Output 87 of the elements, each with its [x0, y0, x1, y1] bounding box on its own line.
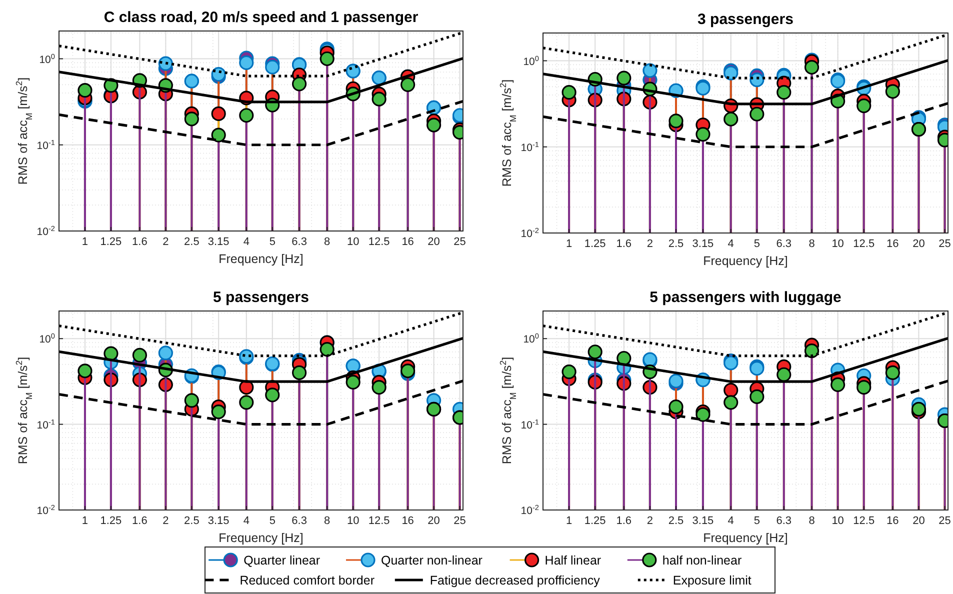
x-tick-label: 4	[243, 236, 250, 248]
x-tick-label: 12.5	[853, 515, 875, 527]
legend-label: Quarter non-linear	[381, 554, 482, 568]
x-tick-label: 5	[269, 236, 276, 248]
x-tick-label: 10	[832, 238, 844, 250]
x-tick-label: 2.5	[668, 238, 684, 250]
x-tick-label: 6.3	[292, 515, 307, 527]
x-tick-label: 2.5	[668, 515, 684, 527]
x-tick-label: 20	[428, 515, 440, 527]
x-axis-title: Frequency [Hz]	[703, 531, 788, 545]
x-tick-label: 1.6	[132, 515, 148, 527]
y-tick-label: 10$^{-2}$	[520, 226, 539, 240]
legend-label: Fatigue decreased profficiency	[430, 574, 601, 588]
x-tick-label: 10	[832, 515, 844, 527]
y-tick-label: 10$^{0}$	[39, 51, 55, 66]
x-tick-label: 6.3	[776, 515, 792, 527]
x-tick-label: 5	[754, 515, 760, 527]
x-tick-label: 4	[243, 515, 250, 527]
x-tick-label: 2.5	[184, 236, 200, 248]
x-tick-label: 2	[646, 515, 654, 527]
x-tick-label: 8	[808, 238, 815, 250]
x-tick-label: 10	[346, 515, 360, 527]
x-tick-label: 3.15	[692, 515, 714, 527]
x-tick-label: 1.25	[584, 238, 606, 250]
x-tick-label: 8	[808, 515, 815, 527]
x-tick-label: 10	[346, 236, 360, 248]
x-tick-label: 12.5	[368, 236, 390, 248]
x-tick-label: 1	[82, 515, 88, 527]
x-tick-label: 6.3	[776, 238, 792, 250]
x-tick-label: 5	[269, 515, 276, 527]
x-tick-label: 8	[324, 236, 330, 248]
x-tick-label: 8	[324, 515, 330, 527]
chart-title: 3 passengers	[698, 11, 794, 28]
x-tick-label: 25	[938, 515, 951, 527]
x-axis-title: Frequency [Hz]	[703, 254, 788, 268]
x-tick-label: 1.6	[616, 515, 632, 527]
x-tick-label: 12.5	[368, 515, 390, 527]
y-tick-label: 10$^{-2}$	[36, 224, 55, 238]
x-tick-label: 1.25	[100, 515, 122, 527]
x-tick-label: 1	[566, 238, 572, 250]
x-tick-label: 20	[912, 515, 925, 527]
x-tick-label: 16	[402, 515, 414, 527]
x-tick-label: 2	[646, 238, 654, 250]
x-axis-title: Frequency [Hz]	[218, 252, 304, 266]
chart-title: 5 passengers with luggage	[650, 289, 842, 306]
x-tick-label: 2.5	[184, 515, 200, 527]
x-tick-label: 4	[728, 515, 734, 527]
x-tick-label: 1.25	[584, 515, 606, 527]
legend-label: Exposure limit	[672, 574, 752, 588]
y-tick-label: 10$^{-2}$	[520, 502, 539, 517]
y-tick-label: 10$^{-1}$	[36, 137, 55, 152]
x-tick-label: 1.6	[132, 236, 148, 248]
x-tick-label: 25	[454, 515, 466, 527]
legend-label: Half linear	[544, 554, 602, 568]
y-tick-label: 10$^{0}$	[39, 331, 55, 346]
x-axis-title: Frequency [Hz]	[218, 531, 304, 545]
x-tick-label: 5	[754, 238, 760, 250]
x-tick-label: 20	[912, 238, 925, 250]
x-tick-label: 25	[454, 236, 466, 248]
x-tick-label: 12.5	[853, 238, 875, 250]
x-tick-label: 4	[728, 238, 734, 250]
x-tick-label: 16	[886, 515, 899, 527]
y-tick-label: 10$^{-1}$	[520, 416, 539, 432]
x-tick-label: 16	[886, 238, 899, 250]
y-tick-label: 10$^{-2}$	[36, 502, 55, 517]
y-tick-label: 10$^{0}$	[523, 53, 539, 68]
legend-label: half non-linear	[662, 554, 742, 568]
x-tick-label: 2	[162, 236, 169, 248]
x-tick-label: 1	[82, 236, 88, 248]
chart-title: 5 passengers	[213, 289, 309, 306]
x-tick-label: 3.15	[208, 515, 230, 527]
x-tick-label: 16	[402, 236, 414, 248]
y-tick-label: 10$^{-1}$	[520, 139, 539, 154]
x-tick-label: 3.15	[208, 236, 230, 248]
y-tick-label: 10$^{-1}$	[36, 416, 55, 432]
x-tick-label: 20	[428, 236, 440, 248]
x-tick-label: 25	[938, 238, 951, 250]
y-tick-label: 10$^{0}$	[523, 331, 539, 346]
x-tick-label: 1	[566, 515, 572, 527]
legend-label: Reduced comfort border	[240, 574, 374, 588]
x-tick-label: 1.6	[616, 238, 632, 250]
legend-label: Quarter linear	[244, 554, 320, 568]
x-tick-label: 3.15	[692, 238, 714, 250]
x-tick-label: 1.25	[100, 236, 122, 248]
x-tick-label: 2	[162, 515, 169, 527]
chart-title: C class road, 20 m/s speed and 1 passenger	[104, 9, 418, 26]
x-tick-label: 6.3	[292, 236, 307, 248]
